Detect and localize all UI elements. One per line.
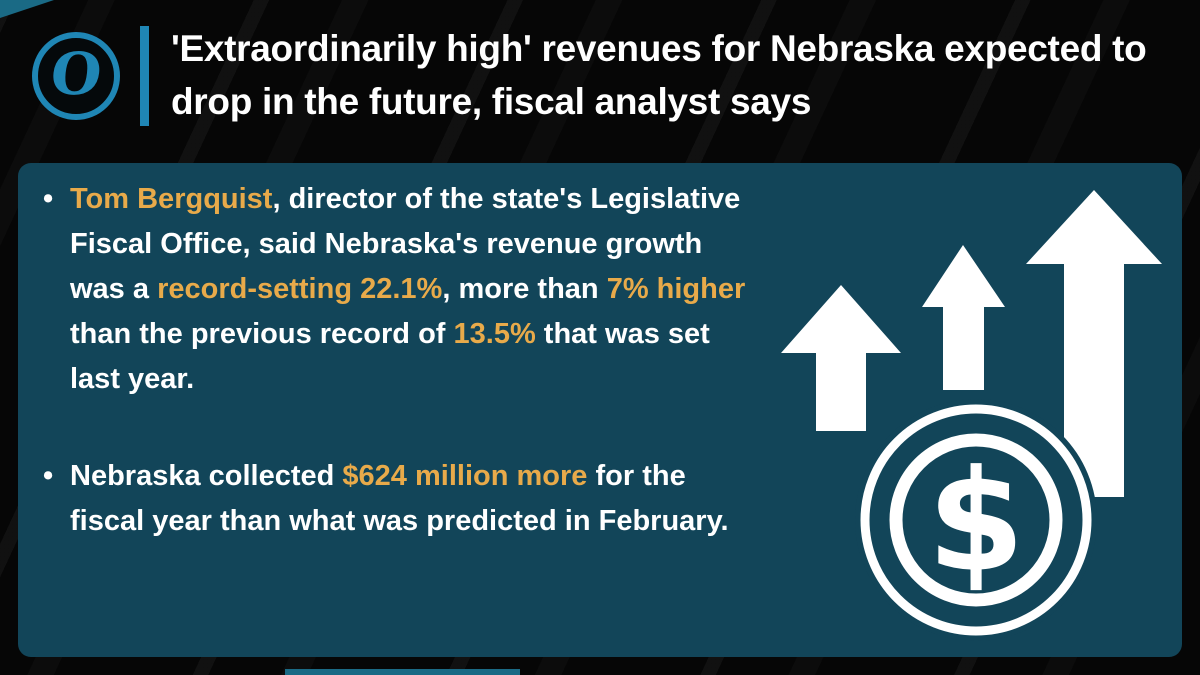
highlight-text: Tom Bergquist <box>70 183 273 215</box>
highlight-text: 7% higher <box>606 272 746 305</box>
body-text: Nebraska collected <box>70 459 343 492</box>
bullet-list: Tom Bergquist, director of the state's L… <box>40 177 752 544</box>
growth-graphic: $ <box>781 190 1162 641</box>
content-panel: Tom Bergquist, director of the state's L… <box>18 163 1182 657</box>
body-text: than the previous record of <box>70 317 454 350</box>
bullet-item: Tom Bergquist, director of the state's L… <box>40 177 752 402</box>
up-arrow-medium-icon <box>922 245 1005 390</box>
body-text: for the fiscal year than what was predic… <box>70 459 729 537</box>
body-text: that was set last year. <box>70 317 710 395</box>
dollar-sign: $ <box>927 441 1024 604</box>
dollar-coin-icon: $ <box>855 399 1097 641</box>
divider-bar <box>140 26 149 126</box>
publisher-logo: O <box>32 32 120 120</box>
highlight-text: 13.5% <box>453 317 536 350</box>
bullet-item: Nebraska collected $624 million more for… <box>40 454 752 544</box>
body-text: , more than <box>442 272 607 305</box>
up-arrow-small-icon <box>781 285 901 431</box>
up-arrow-large-icon <box>1026 190 1162 497</box>
highlight-text: $624 million more <box>342 459 588 492</box>
logo-letter: O <box>47 40 105 108</box>
header: O 'Extraordinarily high' revenues for Ne… <box>0 0 1200 152</box>
body-text: , director of the state's Legislative Fi… <box>70 183 741 305</box>
headline: 'Extraordinarily high' revenues for Nebr… <box>171 28 1147 122</box>
highlight-text: record-setting 22.1% <box>157 272 443 305</box>
bottom-accent <box>285 669 520 675</box>
